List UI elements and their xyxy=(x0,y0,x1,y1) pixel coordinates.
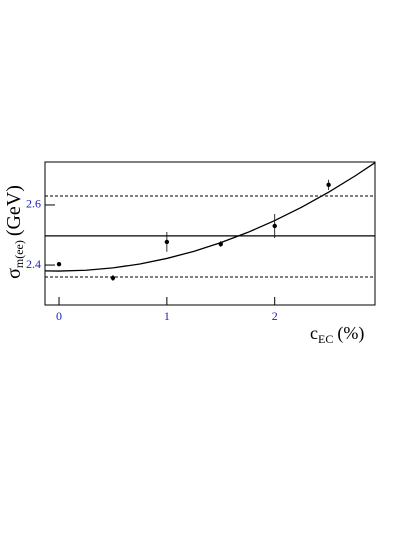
x-tick-label: 1 xyxy=(164,309,170,323)
data-point xyxy=(218,241,223,247)
plot-frame xyxy=(44,161,376,306)
y-axis-label: σm(ee) (GeV) xyxy=(3,185,26,279)
y-tick-label: 2.4 xyxy=(26,257,41,271)
data-point xyxy=(326,182,331,188)
data-point xyxy=(272,223,277,229)
x-tick-label: 2 xyxy=(272,309,278,323)
x-label-sub: EC xyxy=(318,332,333,346)
y-label-symbol: σ xyxy=(3,268,25,279)
fit-curve xyxy=(44,162,376,272)
data-point xyxy=(164,239,170,245)
data-point xyxy=(56,261,62,267)
x-axis-label: cEC (%) xyxy=(310,323,364,346)
y-label-unit: (GeV) xyxy=(3,185,25,236)
x-label-symbol: c xyxy=(310,323,318,343)
y-tick-label: 2.6 xyxy=(26,197,41,211)
y-label-sub: m(ee) xyxy=(12,240,26,268)
x-label-unit: (%) xyxy=(337,323,364,344)
data-point xyxy=(110,275,116,281)
x-tick-label: 0 xyxy=(56,309,62,323)
